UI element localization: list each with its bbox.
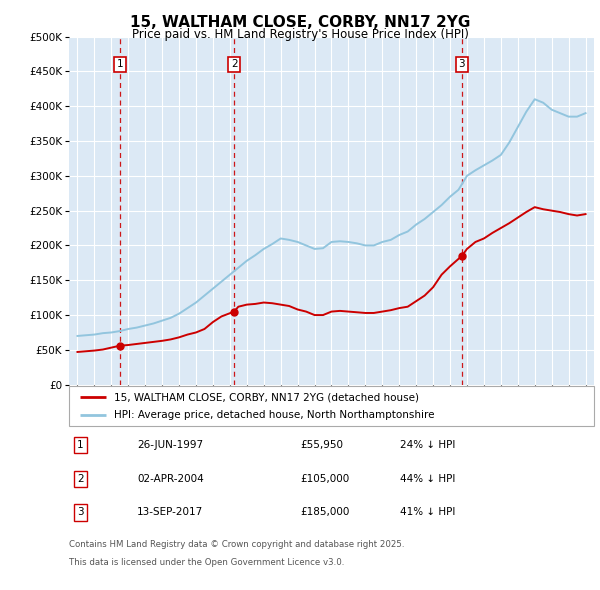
Text: 2: 2 (231, 60, 238, 70)
Text: 15, WALTHAM CLOSE, CORBY, NN17 2YG: 15, WALTHAM CLOSE, CORBY, NN17 2YG (130, 15, 470, 30)
Text: 24% ↓ HPI: 24% ↓ HPI (400, 440, 455, 450)
Text: £105,000: £105,000 (300, 474, 349, 484)
Text: 02-APR-2004: 02-APR-2004 (137, 474, 204, 484)
Text: Contains HM Land Registry data © Crown copyright and database right 2025.: Contains HM Land Registry data © Crown c… (69, 540, 404, 549)
Text: 44% ↓ HPI: 44% ↓ HPI (400, 474, 455, 484)
Text: 26-JUN-1997: 26-JUN-1997 (137, 440, 203, 450)
Text: 2: 2 (77, 474, 84, 484)
Text: 13-SEP-2017: 13-SEP-2017 (137, 507, 203, 517)
Text: Price paid vs. HM Land Registry's House Price Index (HPI): Price paid vs. HM Land Registry's House … (131, 28, 469, 41)
Text: 1: 1 (116, 60, 123, 70)
Text: £185,000: £185,000 (300, 507, 349, 517)
Text: £55,950: £55,950 (300, 440, 343, 450)
Text: 15, WALTHAM CLOSE, CORBY, NN17 2YG (detached house): 15, WALTHAM CLOSE, CORBY, NN17 2YG (deta… (113, 392, 419, 402)
Text: HPI: Average price, detached house, North Northamptonshire: HPI: Average price, detached house, Nort… (113, 409, 434, 419)
Text: 3: 3 (77, 507, 84, 517)
Text: 3: 3 (458, 60, 465, 70)
Text: This data is licensed under the Open Government Licence v3.0.: This data is licensed under the Open Gov… (69, 558, 344, 567)
Text: 41% ↓ HPI: 41% ↓ HPI (400, 507, 455, 517)
Text: 1: 1 (77, 440, 84, 450)
